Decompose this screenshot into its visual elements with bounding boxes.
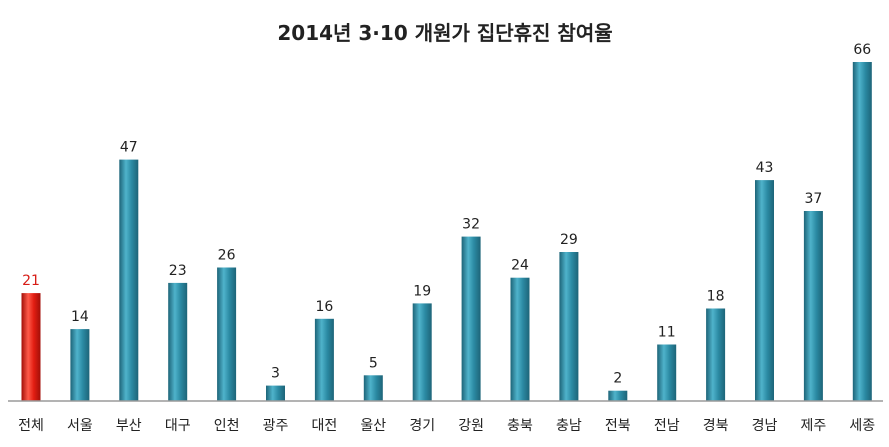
category-label-대전: 대전 <box>312 418 338 434</box>
value-label-충북: 24 <box>511 258 529 274</box>
category-label-경북: 경북 <box>703 418 729 434</box>
bar-부산 <box>119 159 139 401</box>
category-label-서울: 서울 <box>67 418 93 434</box>
bar-세종 <box>852 62 872 401</box>
value-label-대구: 23 <box>169 263 187 279</box>
category-label-경남: 경남 <box>752 418 778 434</box>
category-label-충남: 충남 <box>556 418 582 434</box>
value-label-경북: 18 <box>707 289 725 305</box>
category-label-경기: 경기 <box>409 418 435 434</box>
bar-경북 <box>706 308 726 401</box>
bar-제주 <box>803 211 823 401</box>
bar-광주 <box>266 385 285 401</box>
bar-경남 <box>755 180 774 401</box>
category-label-부산: 부산 <box>116 418 142 434</box>
value-label-전남: 11 <box>658 325 676 341</box>
bar-충남 <box>559 252 579 401</box>
category-label-제주: 제주 <box>801 418 827 434</box>
bar-충북 <box>510 277 530 401</box>
bar-울산 <box>363 375 383 401</box>
value-label-전체: 21 <box>22 273 40 289</box>
value-label-제주: 37 <box>804 191 822 207</box>
category-label-충북: 충북 <box>507 418 533 434</box>
value-label-전북: 2 <box>613 371 622 387</box>
bar-경기 <box>412 303 432 401</box>
value-label-울산: 5 <box>369 355 378 371</box>
value-label-경기: 19 <box>413 283 431 299</box>
category-label-전북: 전북 <box>605 418 631 434</box>
bar-강원 <box>461 236 481 401</box>
value-label-세종: 66 <box>853 42 871 58</box>
value-label-광주: 3 <box>271 366 280 382</box>
value-label-인천: 26 <box>218 248 236 264</box>
bar-서울 <box>70 329 90 401</box>
chart-title: 2014년 3·10 개원가 집단휴진 참여율 <box>277 21 612 45</box>
value-label-서울: 14 <box>71 309 89 325</box>
category-label-인천: 인천 <box>214 418 240 434</box>
category-label-강원: 강원 <box>458 418 484 434</box>
category-label-울산: 울산 <box>360 418 386 434</box>
bar-대전 <box>314 318 334 401</box>
bar-전북 <box>608 390 628 401</box>
category-label-세종: 세종 <box>849 418 875 434</box>
value-label-경남: 43 <box>756 160 774 176</box>
value-label-부산: 47 <box>120 140 138 156</box>
bar-전체 <box>21 293 41 401</box>
bar-전남 <box>657 344 677 401</box>
bars-group: 21 14 47 23 26 3 16 5 19 32 24 29 2 11 18 43 37 66 <box>21 42 872 401</box>
category-label-전체: 전체 <box>18 418 44 434</box>
bar-대구 <box>168 282 188 401</box>
category-label-전남: 전남 <box>654 418 680 434</box>
bar-인천 <box>217 267 237 401</box>
category-labels-group: 전체 서울 부산 대구 인천 광주 대전 울산 경기 강원 충북 충남 전북 전남 경북 경남 제주 세종 <box>18 418 875 434</box>
value-label-강원: 32 <box>462 217 480 233</box>
value-label-대전: 16 <box>315 299 333 315</box>
category-label-광주: 광주 <box>263 418 289 434</box>
value-label-충남: 29 <box>560 232 578 248</box>
category-label-대구: 대구 <box>165 418 191 434</box>
